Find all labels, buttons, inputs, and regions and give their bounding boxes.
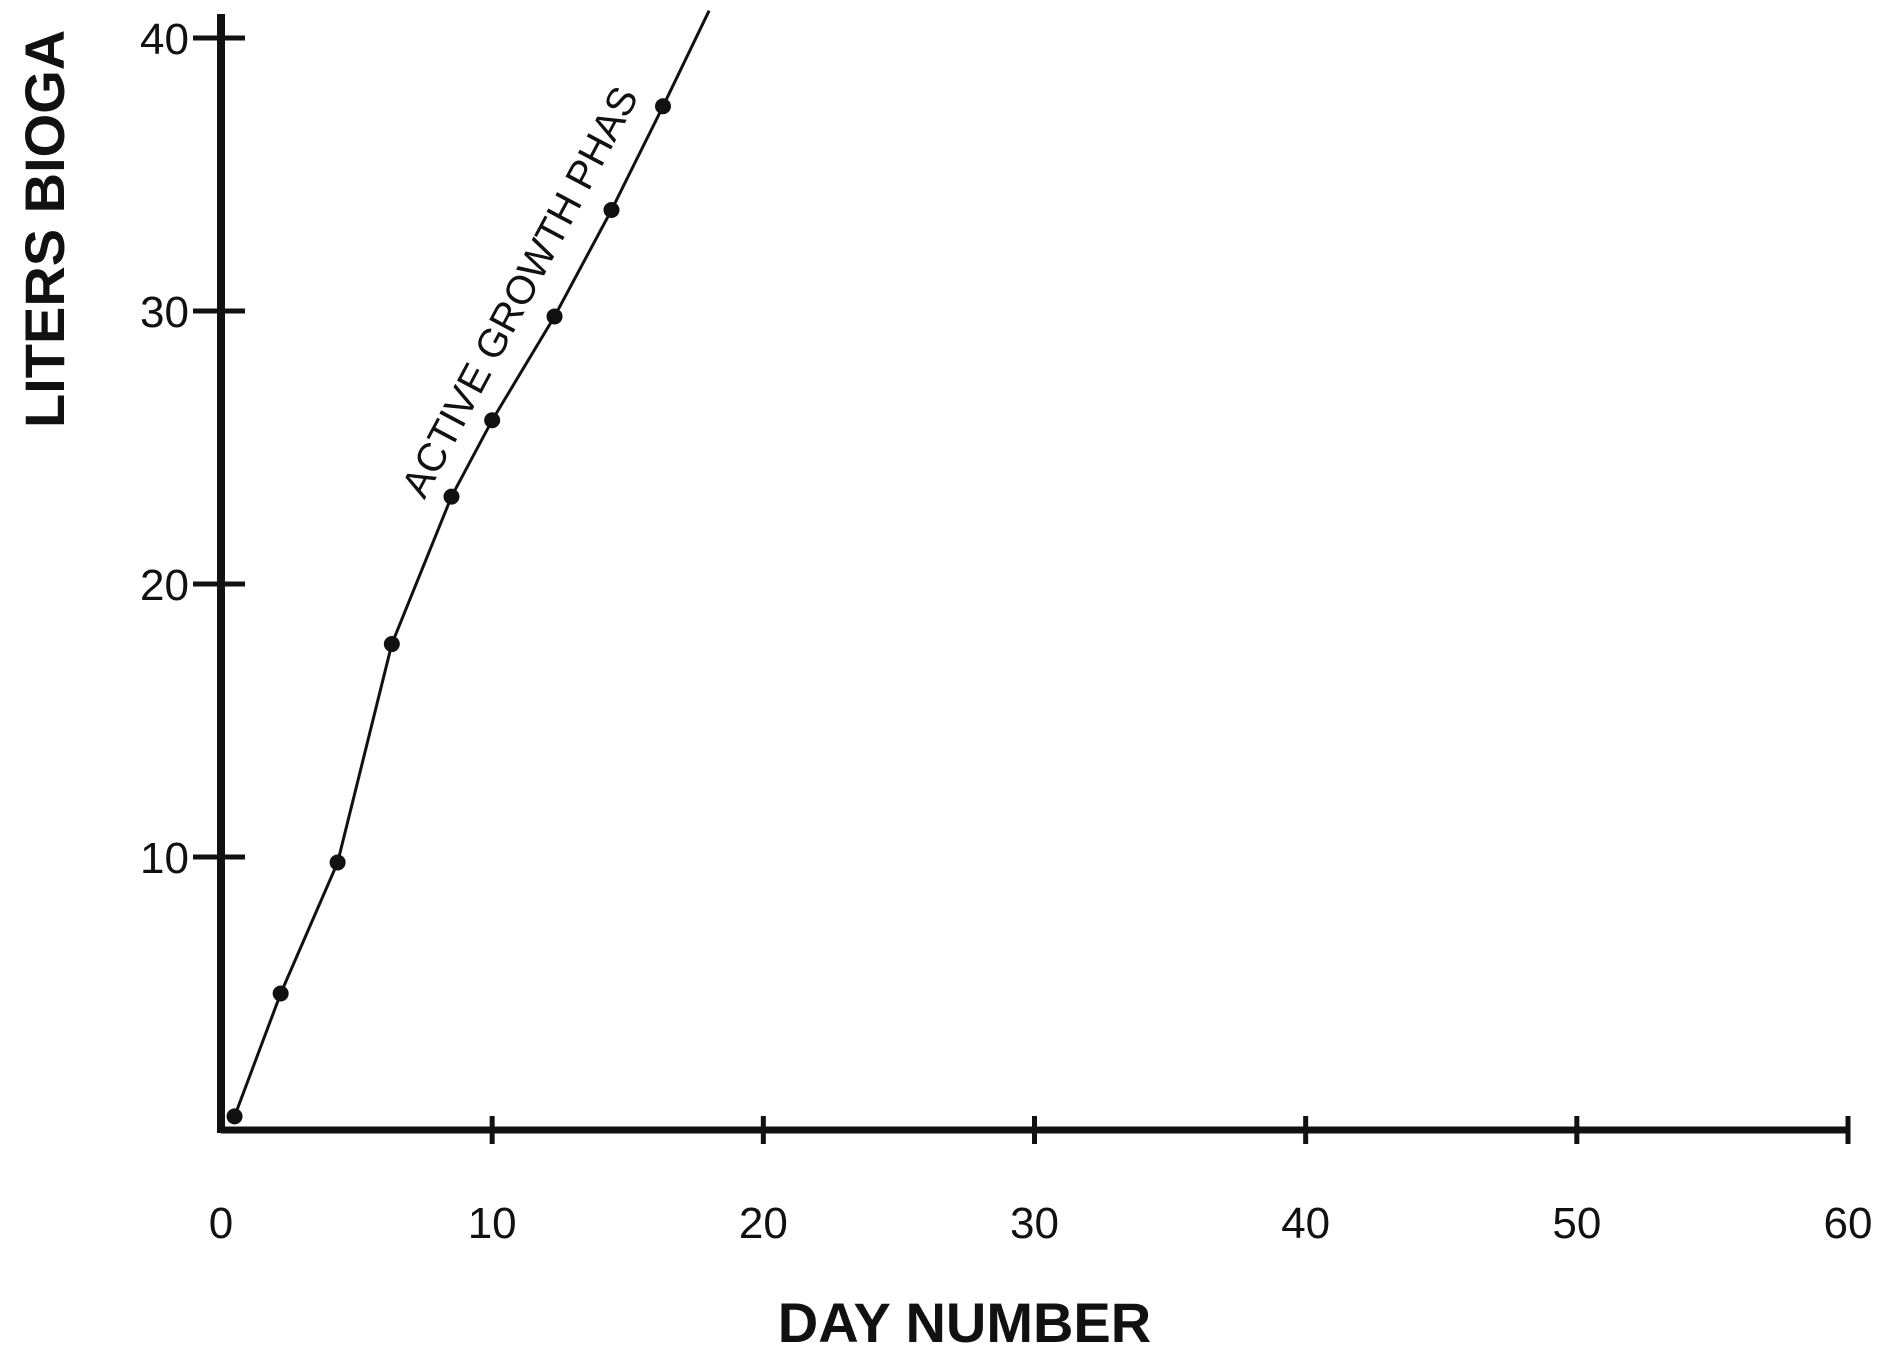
data-point (603, 201, 620, 218)
data-point (329, 854, 346, 871)
data-point (546, 308, 563, 325)
x-tick-label-10: 10 (468, 1199, 517, 1248)
data-point (226, 1108, 243, 1125)
data-point (383, 636, 400, 653)
x-tick-label-20: 20 (739, 1199, 788, 1248)
x-axis-ticks: 0 10 20 30 40 50 60 (209, 1116, 1873, 1248)
x-tick-label-40: 40 (1281, 1199, 1330, 1248)
x-tick-label-60: 60 (1824, 1199, 1873, 1248)
data-point (484, 412, 501, 429)
x-tick-label-30: 30 (1010, 1199, 1059, 1248)
data-point (272, 985, 289, 1002)
series-0-line (233, 10, 711, 1117)
y-axis-ticks: 10 20 30 40 (140, 15, 245, 883)
data-point (443, 488, 460, 505)
y-axis-title: LITERS BIOGA (13, 30, 76, 428)
y-tick-label-40: 40 (140, 15, 189, 64)
data-point (655, 98, 672, 115)
y-tick-label-30: 30 (140, 288, 189, 337)
x-tick-label-50: 50 (1552, 1199, 1601, 1248)
y-tick-label-20: 20 (140, 561, 189, 610)
active-growth-phase-annotation: ACTIVE GROWTH PHAS (393, 80, 647, 505)
y-tick-label-10: 10 (140, 834, 189, 883)
axes (217, 14, 1848, 1134)
series-group (226, 10, 711, 1125)
x-axis-title: DAY NUMBER (778, 1291, 1151, 1353)
x-tick-label-0: 0 (209, 1199, 233, 1248)
